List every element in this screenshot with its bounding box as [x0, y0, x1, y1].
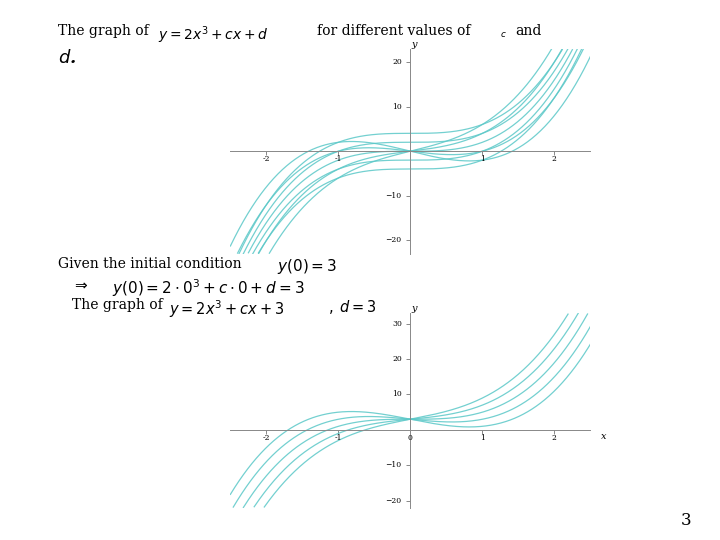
- Text: 1: 1: [480, 155, 485, 163]
- Text: −20: −20: [386, 497, 402, 504]
- Text: 1: 1: [480, 434, 485, 442]
- Text: $d$.: $d$.: [58, 49, 76, 66]
- Text: 20: 20: [392, 355, 402, 363]
- Text: 3: 3: [680, 512, 691, 529]
- Text: $,\;d = 3$: $,\;d = 3$: [328, 298, 377, 316]
- Text: −10: −10: [386, 192, 402, 200]
- Text: Given the initial condition: Given the initial condition: [58, 256, 241, 271]
- Text: -1: -1: [335, 155, 342, 163]
- Text: −20: −20: [386, 237, 402, 245]
- Text: $_c$: $_c$: [500, 27, 507, 40]
- Text: −10: −10: [386, 461, 402, 469]
- Text: -2: -2: [263, 434, 270, 442]
- Text: 10: 10: [392, 390, 402, 399]
- Text: The graph of: The graph of: [58, 24, 148, 38]
- Text: x: x: [601, 431, 607, 441]
- Text: y: y: [412, 39, 418, 49]
- Text: -1: -1: [335, 434, 342, 442]
- Text: The graph of: The graph of: [72, 298, 163, 312]
- Text: $y(0) = 3$: $y(0) = 3$: [277, 256, 338, 275]
- Text: $y = 2x^3 + cx + 3$: $y = 2x^3 + cx + 3$: [169, 298, 284, 320]
- Text: 30: 30: [392, 320, 402, 328]
- Text: $y = 2x^3 + cx + d$: $y = 2x^3 + cx + d$: [158, 24, 269, 46]
- Text: and: and: [515, 24, 541, 38]
- Text: y: y: [412, 304, 418, 313]
- Text: -2: -2: [263, 155, 270, 163]
- Text: $y(0) = 2 \cdot 0^3 + c \cdot 0 + d = 3$: $y(0) = 2 \cdot 0^3 + c \cdot 0 + d = 3$: [112, 277, 304, 299]
- Text: 0: 0: [408, 434, 413, 442]
- Text: 2: 2: [552, 434, 557, 442]
- Text: 10: 10: [392, 103, 402, 111]
- Text: 2: 2: [552, 155, 557, 163]
- Text: $\Rightarrow$: $\Rightarrow$: [72, 277, 89, 291]
- Text: for different values of: for different values of: [317, 24, 470, 38]
- Text: 20: 20: [392, 58, 402, 66]
